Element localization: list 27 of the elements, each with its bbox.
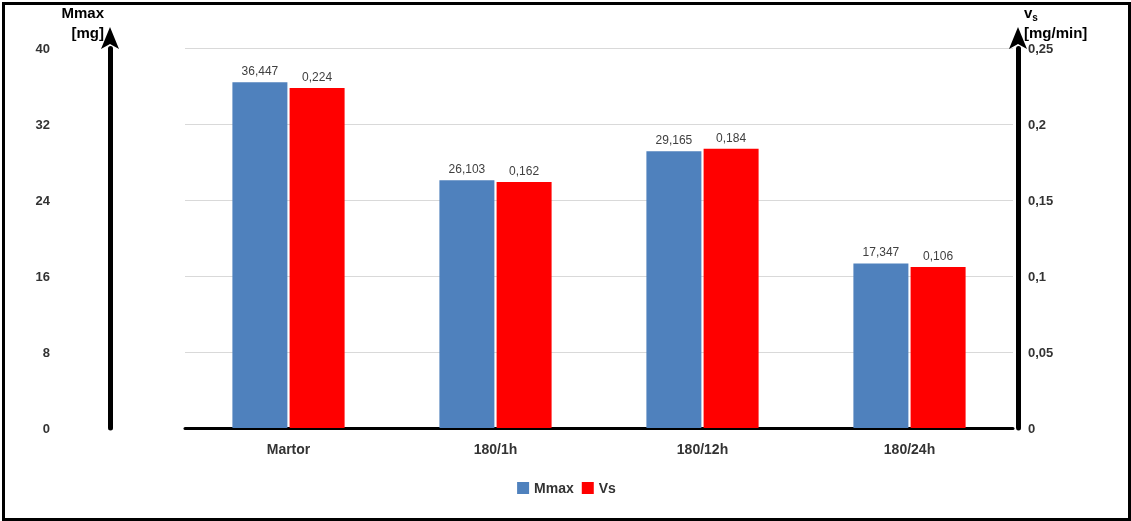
data-label: 0,106 xyxy=(923,249,954,264)
y2-tick-label: 0,2 xyxy=(1028,116,1047,132)
data-label: 26,103 xyxy=(448,162,486,177)
y-tick-label: 24 xyxy=(35,192,51,208)
x-tick-label: 180/24h xyxy=(883,441,936,457)
data-label: 36,447 xyxy=(241,64,279,79)
data-label: 0,162 xyxy=(509,164,540,179)
y-tick-label: 40 xyxy=(35,41,50,56)
data-label: 0,184 xyxy=(716,130,747,145)
y-tick-label: 16 xyxy=(35,268,50,284)
y-tick-label: 8 xyxy=(42,344,50,360)
data-label: 17,347 xyxy=(862,245,900,260)
y2-tick-label: 0,05 xyxy=(1028,344,1054,360)
data-label: 29,165 xyxy=(655,133,693,148)
y2-tick-label: 0,1 xyxy=(1028,268,1047,284)
legend-label: Vs xyxy=(598,480,617,496)
x-tick-label: 180/12h xyxy=(676,441,729,457)
y-tick-label: 0 xyxy=(42,420,50,436)
y2-tick-label: 0,25 xyxy=(1028,41,1054,56)
y-tick-label: 32 xyxy=(35,116,50,132)
x-tick-label: Martor xyxy=(266,441,311,457)
x-tick-label: 180/1h xyxy=(473,441,518,457)
legend-label: Mmax xyxy=(534,480,574,496)
data-label: 0,224 xyxy=(302,69,333,84)
y2-tick-label: 0 xyxy=(1028,420,1036,436)
y2-tick-label: 0,15 xyxy=(1028,192,1054,208)
y-axis-title: Mmax [mg] xyxy=(61,4,105,41)
